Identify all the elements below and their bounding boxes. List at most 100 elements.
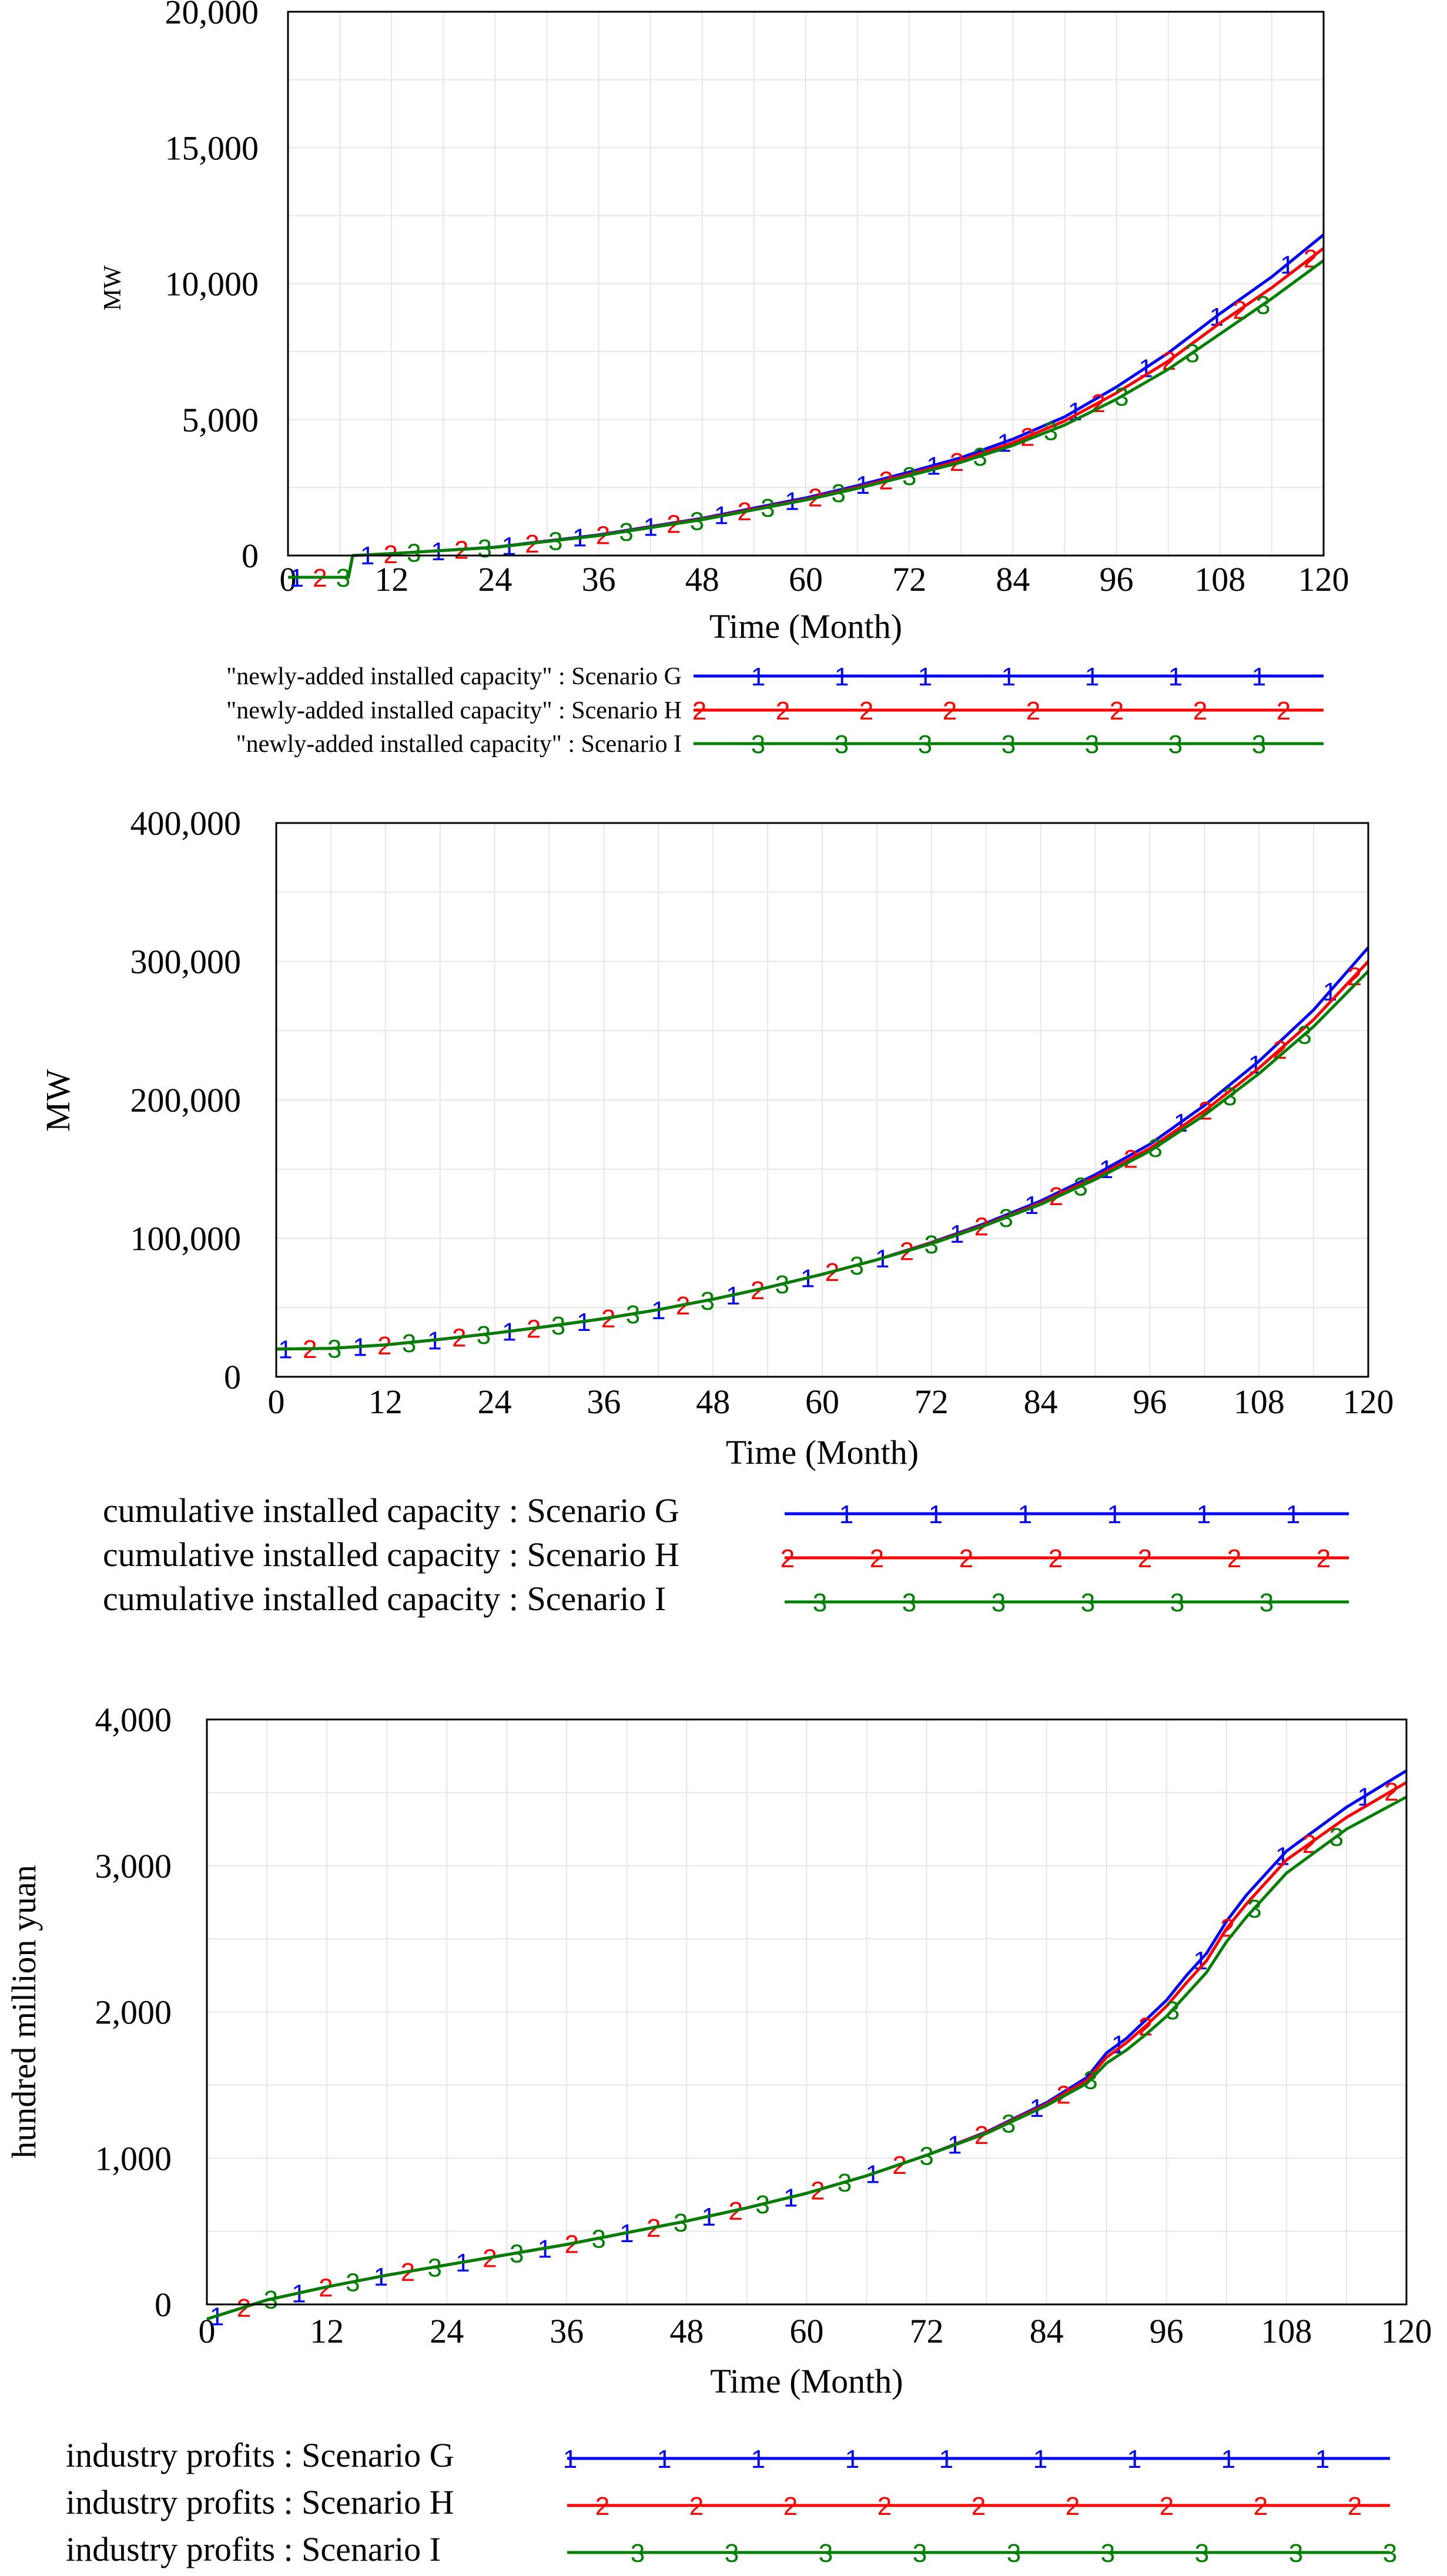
series-marker-2: 2 bbox=[1220, 1914, 1234, 1943]
grid bbox=[287, 12, 1324, 556]
y-tick: 1,000 bbox=[95, 2139, 172, 2177]
x-tick: 84 bbox=[1030, 2312, 1064, 2350]
legend-marker-2: 2 bbox=[783, 2492, 798, 2521]
legend-marker-2: 2 bbox=[692, 697, 706, 725]
x-tick: 72 bbox=[910, 2312, 944, 2350]
legend-marker-1: 1 bbox=[751, 663, 765, 691]
legend-marker-3: 3 bbox=[913, 2539, 927, 2568]
x-tick: 96 bbox=[1150, 2312, 1184, 2350]
legend-marker-2: 2 bbox=[595, 2492, 609, 2521]
series-marker-3: 3 bbox=[402, 1329, 416, 1358]
legend-marker-3: 3 bbox=[1383, 2539, 1397, 2568]
y-axis-ticks: 0 100,000 200,000 300,000 400,000 bbox=[130, 804, 242, 1396]
y-tick: 2,000 bbox=[95, 1993, 172, 2032]
x-tick: 120 bbox=[1343, 1383, 1394, 1421]
y-tick: 0 bbox=[155, 2286, 172, 2324]
x-tick: 36 bbox=[582, 560, 616, 598]
legend-marker-3: 3 bbox=[992, 1588, 1006, 1617]
series-marker-3: 3 bbox=[1329, 1823, 1344, 1852]
series-marker-3: 3 bbox=[775, 1270, 789, 1299]
series-marker-3: 3 bbox=[973, 443, 987, 471]
x-tick: 96 bbox=[1133, 1383, 1167, 1421]
series-marker-3: 3 bbox=[327, 1334, 341, 1363]
legend-marker-1: 1 bbox=[563, 2445, 577, 2474]
legend-marker-1: 1 bbox=[839, 1500, 853, 1529]
legend-marker-2: 2 bbox=[1254, 2492, 1268, 2521]
legend-marker-3: 3 bbox=[1170, 1588, 1184, 1617]
series-marker-3: 3 bbox=[591, 2224, 605, 2253]
series-line-3 bbox=[288, 259, 1325, 579]
legend-marker-3: 3 bbox=[1007, 2539, 1021, 2568]
series-marker-3: 3 bbox=[477, 1321, 491, 1350]
legend-marker-2: 2 bbox=[859, 697, 873, 725]
y-axis-ticks: 0 5,000 10,000 15,000 20,000 bbox=[165, 0, 259, 575]
legend-marker-2: 2 bbox=[776, 697, 790, 725]
series-marker-3: 3 bbox=[755, 2190, 769, 2219]
x-tick: 24 bbox=[430, 2312, 464, 2350]
legend-label: industry profits : Scenario G bbox=[66, 2436, 454, 2474]
series-marker-3: 3 bbox=[264, 2286, 278, 2314]
series-marker-3: 3 bbox=[674, 2209, 688, 2237]
legend-lines: 1 1 1 1 1 1 1 1 12 2 2 2 2 2 2 2 23 3 3 3 3 3 3 3 3 bbox=[563, 2445, 1397, 2568]
legend-marker-2: 2 bbox=[972, 2492, 986, 2521]
series-marker-3: 3 bbox=[850, 1252, 864, 1280]
series-marker-3: 3 bbox=[407, 538, 421, 567]
legend-marker-3: 3 bbox=[813, 1588, 827, 1617]
x-tick: 0 bbox=[280, 560, 297, 598]
grid bbox=[206, 1719, 1407, 2304]
series-marker-3: 3 bbox=[838, 2169, 852, 2197]
legend-marker-3: 3 bbox=[1085, 730, 1099, 759]
x-tick: 120 bbox=[1298, 560, 1349, 598]
series-marker-3: 3 bbox=[925, 1230, 939, 1259]
legend-marker-2: 2 bbox=[1138, 1544, 1152, 1573]
x-tick: 12 bbox=[310, 2312, 344, 2350]
legend-marker-3: 3 bbox=[1168, 730, 1183, 759]
series-marker-3: 3 bbox=[619, 518, 633, 547]
series-marker-3: 3 bbox=[1165, 1996, 1180, 2025]
legend-marker-1: 1 bbox=[835, 663, 849, 691]
x-tick: 84 bbox=[996, 560, 1030, 598]
series-marker-3: 3 bbox=[346, 2269, 360, 2297]
legend-marker-2: 2 bbox=[959, 1544, 973, 1573]
x-tick: 84 bbox=[1024, 1383, 1058, 1421]
x-tick: 48 bbox=[685, 560, 719, 598]
legend-marker-3: 3 bbox=[918, 730, 932, 759]
x-tick: 0 bbox=[268, 1383, 285, 1421]
y-axis-title: MW bbox=[39, 1069, 77, 1132]
x-tick: 48 bbox=[696, 1383, 730, 1421]
legend-marker-2: 2 bbox=[943, 697, 957, 725]
legend-marker-1: 1 bbox=[1221, 2445, 1235, 2474]
legend-marker-2: 2 bbox=[1277, 697, 1291, 725]
x-axis-ticks: 0 12 24 36 48 60 72 84 96 108 120 bbox=[268, 1383, 1394, 1421]
x-tick: 48 bbox=[669, 2312, 704, 2350]
y-tick: 4,000 bbox=[95, 1701, 172, 1739]
series-marker-3: 3 bbox=[1083, 2066, 1097, 2095]
series-marker-1: 1 bbox=[1275, 1842, 1289, 1871]
legend-lines: 1 1 1 1 1 12 2 2 2 2 2 23 3 3 3 3 3 bbox=[781, 1500, 1349, 1617]
y-axis-title: MW bbox=[99, 265, 126, 310]
x-axis-title: Time (Month) bbox=[726, 1433, 919, 1471]
legend-marker-2: 2 bbox=[1227, 1544, 1241, 1573]
series-marker-3: 3 bbox=[510, 2240, 524, 2269]
series-marker-3: 3 bbox=[832, 479, 846, 508]
series-marker-3: 3 bbox=[1114, 383, 1128, 412]
legend-marker-3: 3 bbox=[1260, 1588, 1274, 1617]
series-marker-3: 3 bbox=[999, 1204, 1013, 1233]
x-tick: 120 bbox=[1381, 2312, 1432, 2350]
legend-marker-2: 2 bbox=[870, 1544, 884, 1573]
x-tick: 24 bbox=[478, 1383, 512, 1421]
legend: cumulative installed capacity : Scenario… bbox=[103, 1491, 1349, 1618]
legend-marker-3: 3 bbox=[835, 730, 849, 759]
legend-marker-2: 2 bbox=[1193, 697, 1207, 725]
legend-marker-1: 1 bbox=[751, 2445, 765, 2474]
y-tick: 0 bbox=[242, 537, 259, 575]
x-tick: 96 bbox=[1100, 560, 1134, 598]
legend-label: cumulative installed capacity : Scenario… bbox=[103, 1491, 679, 1530]
legend-label: cumulative installed capacity : Scenario… bbox=[103, 1535, 679, 1574]
y-tick: 3,000 bbox=[95, 1847, 172, 1885]
legend-marker-2: 2 bbox=[1110, 697, 1124, 725]
legend-marker-3: 3 bbox=[902, 1588, 916, 1617]
legend-marker-1: 1 bbox=[657, 2445, 671, 2474]
series-marker-3: 3 bbox=[478, 534, 492, 563]
